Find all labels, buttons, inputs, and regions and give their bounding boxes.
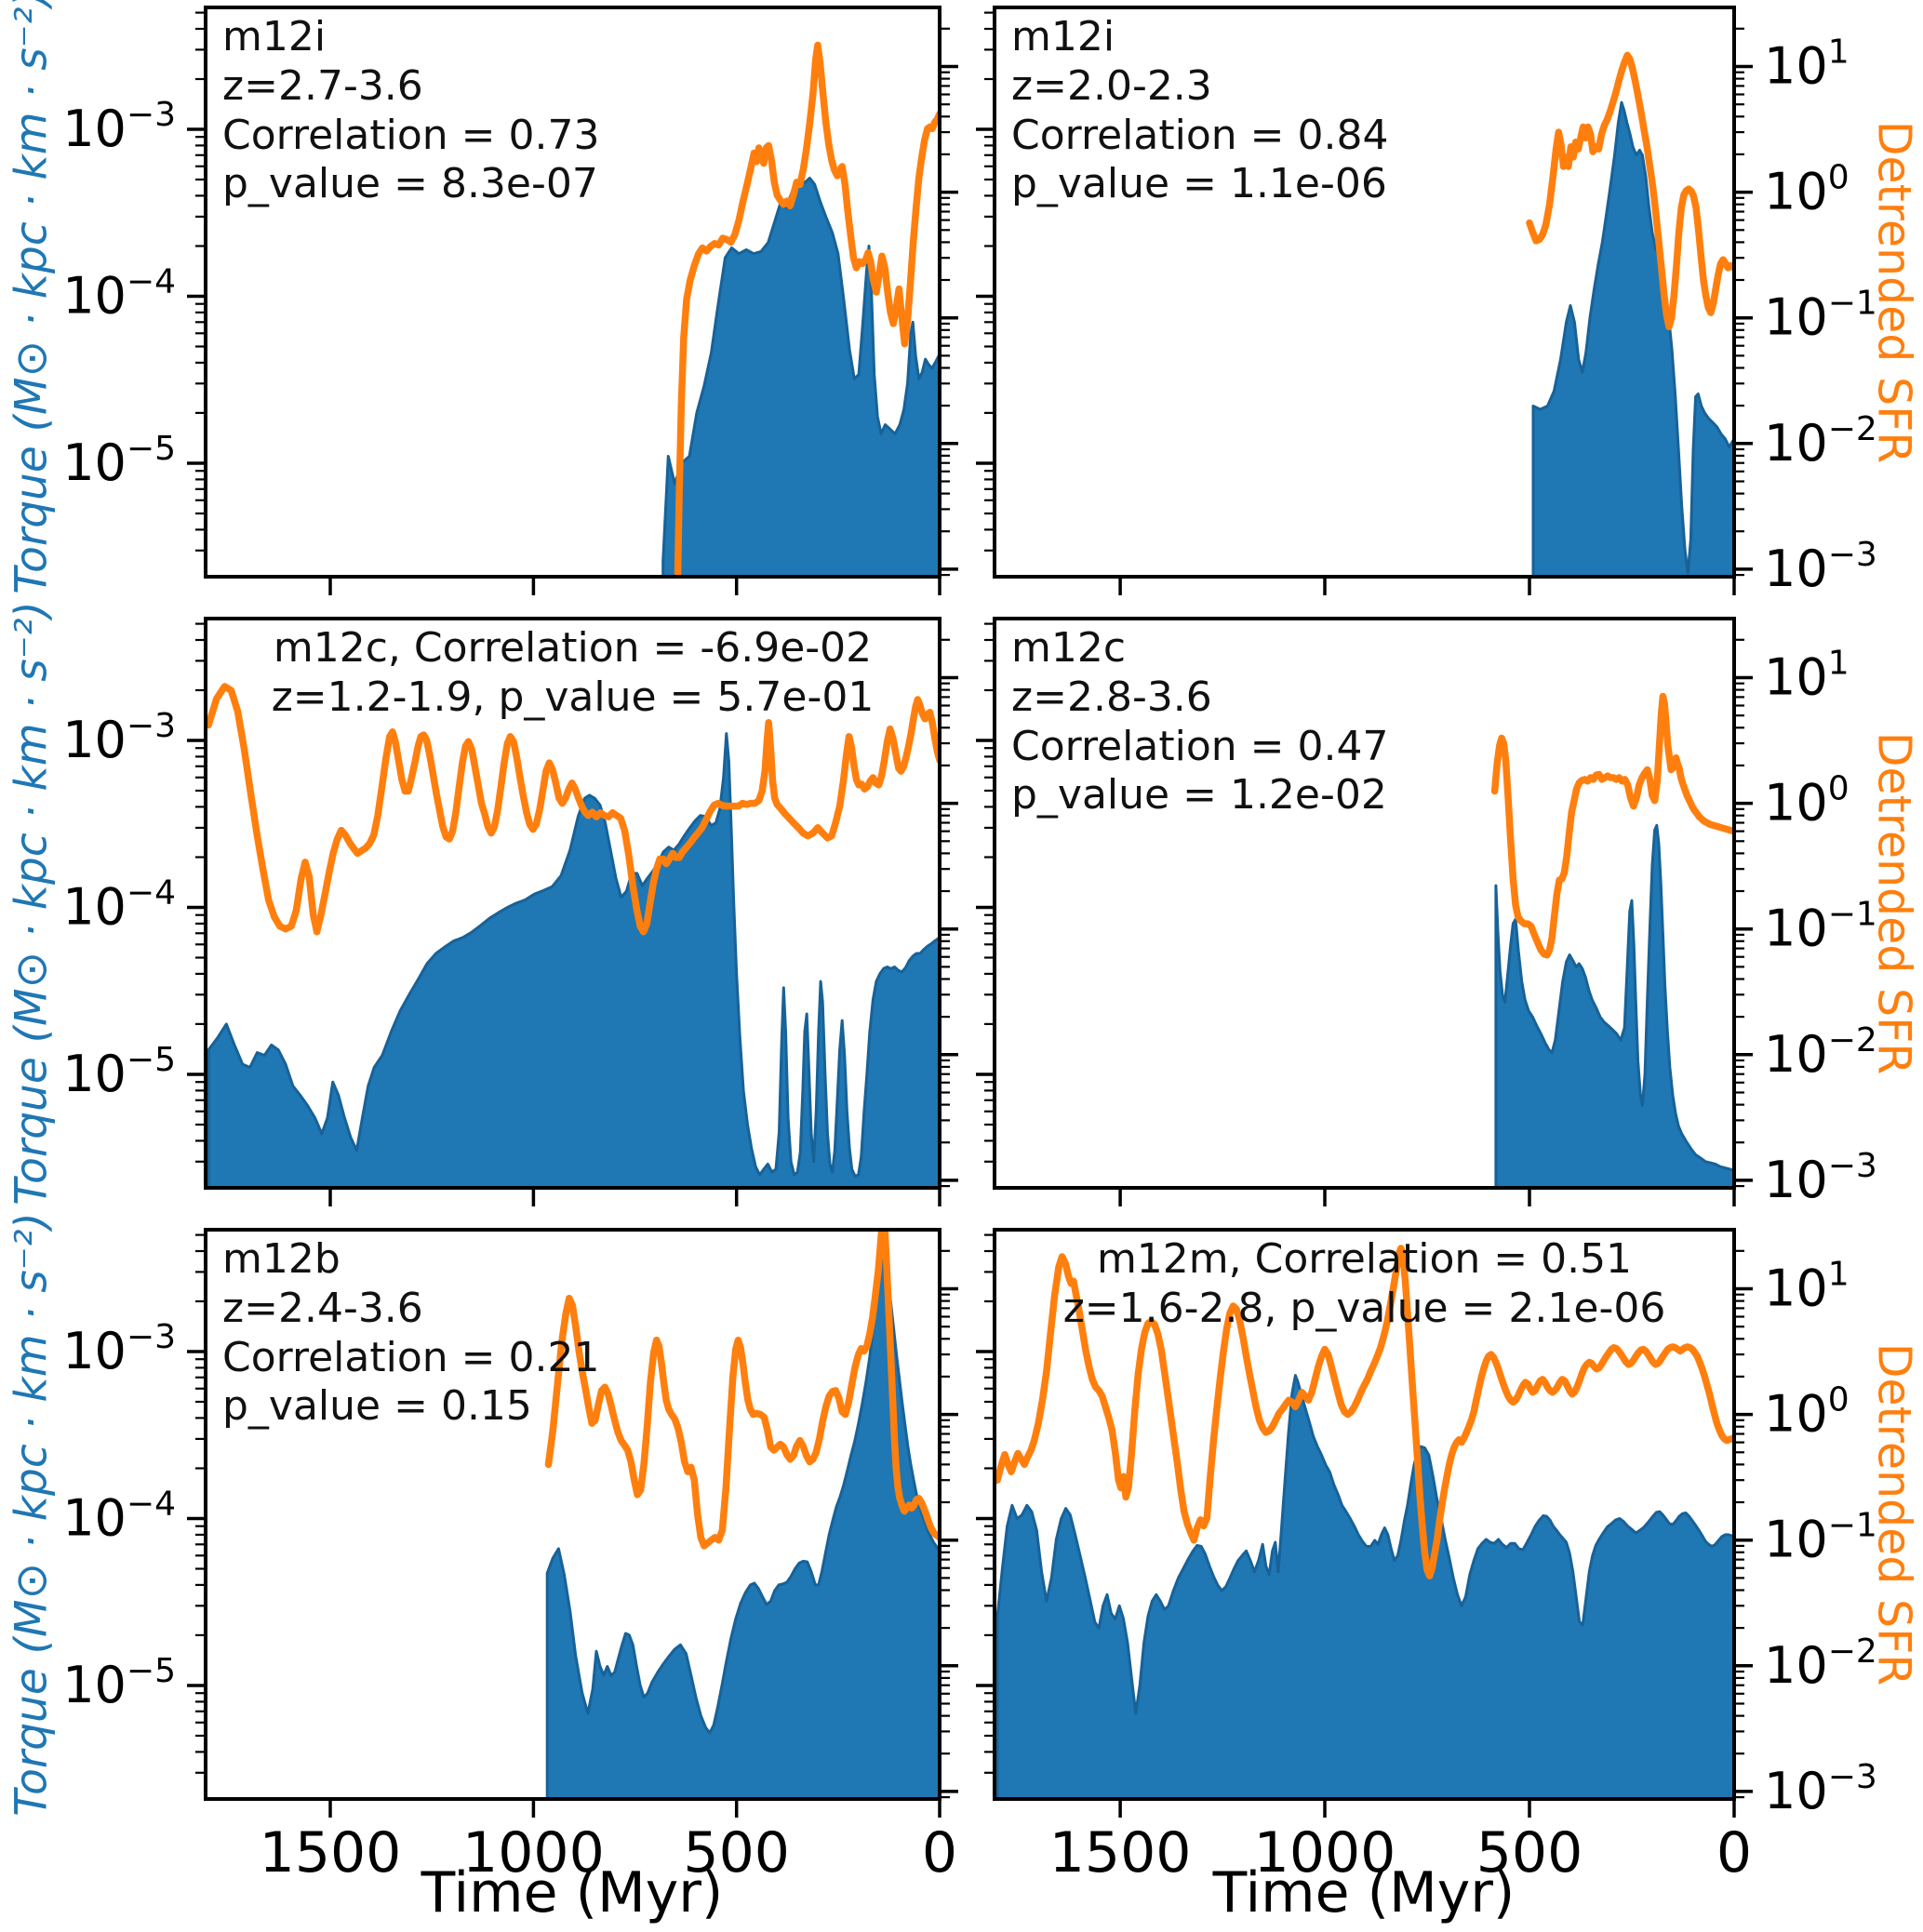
annotation-line: m12i	[222, 13, 327, 60]
torque-area	[661, 177, 940, 577]
time-axis-label-right: Time (Myr)	[1212, 1860, 1516, 1925]
time-tick-label: 1500	[260, 1820, 402, 1885]
annotation-line: p_value = 8.3e-07	[222, 160, 598, 208]
torque-axis-label-row1: Torque (M⊙ · kpc · km · s⁻²)	[6, 0, 58, 594]
torque-tick-label: 10−5	[62, 1652, 176, 1714]
chart-panel-m12i-z2.0-2.3: 101 100 10−1 10−2 10−3 m12i z=2.0-2.3 Correlati…	[976, 6, 1877, 598]
annotation-line: Correlation = 0.21	[222, 1333, 600, 1381]
sfr-tick-label: 101	[1764, 33, 1850, 96]
torque-area	[1494, 823, 1734, 1188]
panel-plot-svg: 101 100 10−1 10−2 10−3	[976, 617, 1877, 1209]
torque-tick-label: 10−3	[62, 1318, 176, 1380]
panel-frame	[204, 6, 941, 579]
torque-tick-label: 10−4	[62, 1486, 176, 1548]
annotation-line: z=1.6-2.8, p_value = 2.1e-06	[1062, 1284, 1666, 1332]
panel-frame	[204, 1228, 941, 1801]
sfr-tick-label: 100	[1764, 770, 1850, 833]
time-axis-label-left: Time (Myr)	[421, 1860, 724, 1925]
annotation-line: p_value = 1.1e-06	[1011, 160, 1387, 208]
panel-frame	[993, 617, 1736, 1190]
sfr-axis-label-row3: Detrended SFR	[1867, 1342, 1921, 1686]
sfr-line	[1526, 51, 1734, 330]
torque-tick-label: 10−4	[62, 874, 176, 937]
torque-tick-label: 10−3	[62, 707, 176, 769]
sfr-tick-label: 10−3	[1764, 1758, 1877, 1820]
panel-plot-svg: 10−3 10−4 10−5	[62, 6, 958, 595]
annotation-line: m12c	[1011, 624, 1127, 672]
sfr-line	[674, 41, 940, 577]
annotation-line: m12i	[1011, 13, 1115, 60]
torque-area	[1531, 100, 1734, 577]
sfr-line	[1490, 692, 1734, 959]
panel-plot-svg: 10−3 10−4 10−5 1500 1000 500 0	[62, 1228, 958, 1885]
chart-panel-m12i-z2.7-3.6: 10−3 10−4 10−5 m12i z=2.7-3.6 Correlation = 0…	[62, 6, 958, 595]
sfr-tick-label: 10−2	[1764, 1021, 1877, 1084]
sfr-tick-label: 10−1	[1764, 1507, 1877, 1569]
chart-panel-m12c-z1.2-1.9: 10−3 10−4 10−5 m12c, Correlation = -6.9e-02…	[62, 617, 958, 1206]
annotation-line: m12b	[222, 1235, 341, 1283]
annotation-line: m12c, Correlation = -6.9e-02	[273, 624, 873, 672]
annotation-line: p_value = 1.2e-02	[1011, 771, 1387, 819]
torque-tick-label: 10−5	[62, 1041, 176, 1103]
sfr-tick-label: 10−1	[1764, 896, 1877, 958]
time-tick-label: 1000	[462, 1820, 605, 1885]
annotation-line: z=1.2-1.9, p_value = 5.7e-01	[271, 673, 875, 721]
sfr-tick-label: 10−2	[1764, 410, 1877, 473]
sfr-line	[544, 1230, 940, 1550]
torque-area	[545, 1251, 940, 1799]
annotation-line: z=2.4-3.6	[222, 1284, 423, 1332]
sfr-line	[995, 1245, 1734, 1579]
sfr-tick-label: 10−2	[1764, 1632, 1877, 1695]
sfr-tick-label: 10−1	[1764, 285, 1877, 347]
chart-panel-m12b-z2.4-3.6: 10−3 10−4 10−5 1500 1000 500 0 m12b z=2.4-3.6 Cor…	[62, 1228, 958, 1885]
torque-tick-label: 10−5	[62, 430, 176, 492]
chart-panel-m12c-z2.8-3.6: 101 100 10−1 10−2 10−3 m12c z=2.8-3.6 Correlati…	[976, 617, 1877, 1209]
time-tick-label: 0	[922, 1820, 957, 1885]
sfr-line	[206, 683, 940, 936]
chart-panel-m12m-z1.6-2.8: 101 100 10−1 10−2 10−3 1500 1000 500 0 m12m, Corr…	[976, 1228, 1877, 1885]
sfr-axis-label-row2: Detrended SFR	[1867, 731, 1921, 1075]
torque-area	[207, 732, 940, 1188]
panel-plot-svg: 101 100 10−1 10−2 10−3	[976, 6, 1877, 598]
torque-area	[995, 1374, 1734, 1799]
annotation-line: Correlation = 0.84	[1011, 111, 1389, 159]
sfr-tick-label: 100	[1764, 1381, 1850, 1444]
torque-axis-label-row2: Torque (M⊙ · kpc · km · s⁻²)	[6, 601, 58, 1206]
time-tick-label: 500	[1476, 1820, 1583, 1885]
panel-annotation: m12b z=2.4-3.6 Correlation = 0.21 p_value =…	[206, 1235, 940, 1432]
annotation-line: p_value = 0.15	[222, 1382, 532, 1431]
torque-tick-label: 10−3	[62, 96, 176, 158]
sfr-tick-label: 100	[1764, 159, 1850, 221]
sfr-tick-label: 10−3	[1764, 536, 1877, 598]
panel-annotation: m12i z=2.0-2.3 Correlation = 0.84 p_value =…	[995, 13, 1734, 209]
panel-frame	[204, 617, 941, 1190]
panel-annotation: m12m, Correlation = 0.51 z=1.6-2.8, p_val…	[995, 1235, 1734, 1334]
annotation-line: z=2.7-3.6	[222, 61, 423, 110]
time-tick-label: 500	[683, 1820, 790, 1885]
time-tick-label: 1000	[1254, 1820, 1396, 1885]
panel-frame	[993, 6, 1736, 579]
annotation-line: m12m, Correlation = 0.51	[1096, 1235, 1633, 1283]
annotation-line: Correlation = 0.73	[222, 111, 600, 159]
panel-annotation: m12c, Correlation = -6.9e-02 z=1.2-1.9, p…	[206, 624, 940, 723]
annotation-line: z=2.0-2.3	[1011, 61, 1212, 110]
time-tick-label: 1500	[1049, 1820, 1192, 1885]
panel-plot-svg: 10−3 10−4 10−5	[62, 617, 958, 1206]
time-tick-label: 0	[1716, 1820, 1752, 1885]
sfr-tick-label: 101	[1764, 645, 1850, 707]
panel-annotation: m12i z=2.7-3.6 Correlation = 0.73 p_value =…	[206, 13, 940, 209]
annotation-line: Correlation = 0.47	[1011, 722, 1389, 770]
sfr-axis-label-row1: Detrended SFR	[1867, 120, 1921, 464]
torque-tick-label: 10−4	[62, 263, 176, 326]
panel-frame	[993, 1228, 1736, 1801]
panel-plot-svg: 101 100 10−1 10−2 10−3 1500 1000 500 0	[976, 1228, 1877, 1885]
torque-axis-label-row3: Torque (M⊙ · kpc · km · s⁻²)	[6, 1212, 58, 1817]
annotation-line: z=2.8-3.6	[1011, 673, 1212, 721]
sfr-tick-label: 10−3	[1764, 1147, 1877, 1209]
sfr-tick-label: 101	[1764, 1256, 1850, 1318]
panel-annotation: m12c z=2.8-3.6 Correlation = 0.47 p_value =…	[995, 624, 1734, 820]
